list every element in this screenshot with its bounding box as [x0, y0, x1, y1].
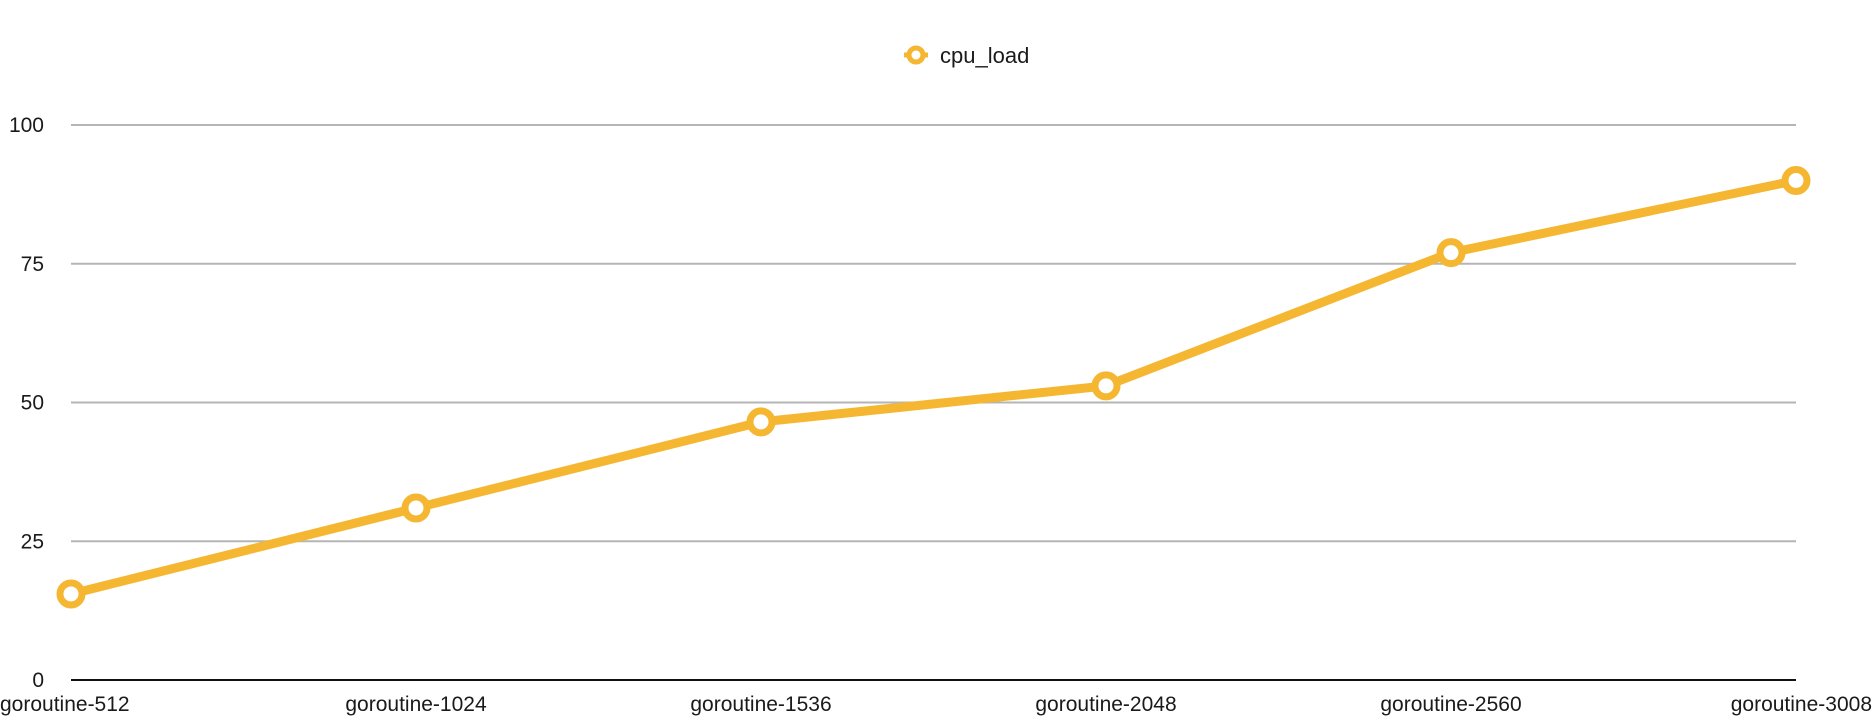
data-point [1781, 166, 1811, 195]
x-tick-label: goroutine-2560 [1380, 693, 1521, 716]
x-tick-label: goroutine-2048 [1035, 693, 1176, 716]
y-tick-label: 25 [21, 530, 44, 553]
legend-marker-cpu-load [906, 45, 926, 65]
series-line-cpu-load [66, 176, 1801, 599]
data-point [1436, 238, 1466, 268]
x-tick-label: goroutine-3008 [1731, 693, 1872, 716]
x-tick-label: goroutine-512 [0, 693, 130, 716]
data-point [401, 493, 431, 523]
y-tick-label: 50 [21, 392, 44, 415]
legend-label-cpu-load: cpu_load [940, 43, 1029, 68]
y-axis-tick-labels: 0 25 50 75 100 [9, 114, 44, 692]
x-tick-label: goroutine-1024 [345, 693, 487, 716]
legend: cpu_load [904, 43, 1029, 68]
gridlines [71, 124, 1796, 543]
data-point [1091, 371, 1121, 401]
x-tick-label: goroutine-1536 [690, 693, 831, 716]
data-point [746, 407, 776, 437]
y-tick-label: 0 [32, 669, 44, 692]
y-tick-label: 75 [21, 253, 44, 276]
data-point [56, 579, 86, 609]
x-axis-tick-labels: goroutine-512 goroutine-1024 goroutine-153… [0, 693, 1872, 716]
series-cpu-load [56, 166, 1811, 609]
y-tick-label: 100 [9, 114, 44, 137]
